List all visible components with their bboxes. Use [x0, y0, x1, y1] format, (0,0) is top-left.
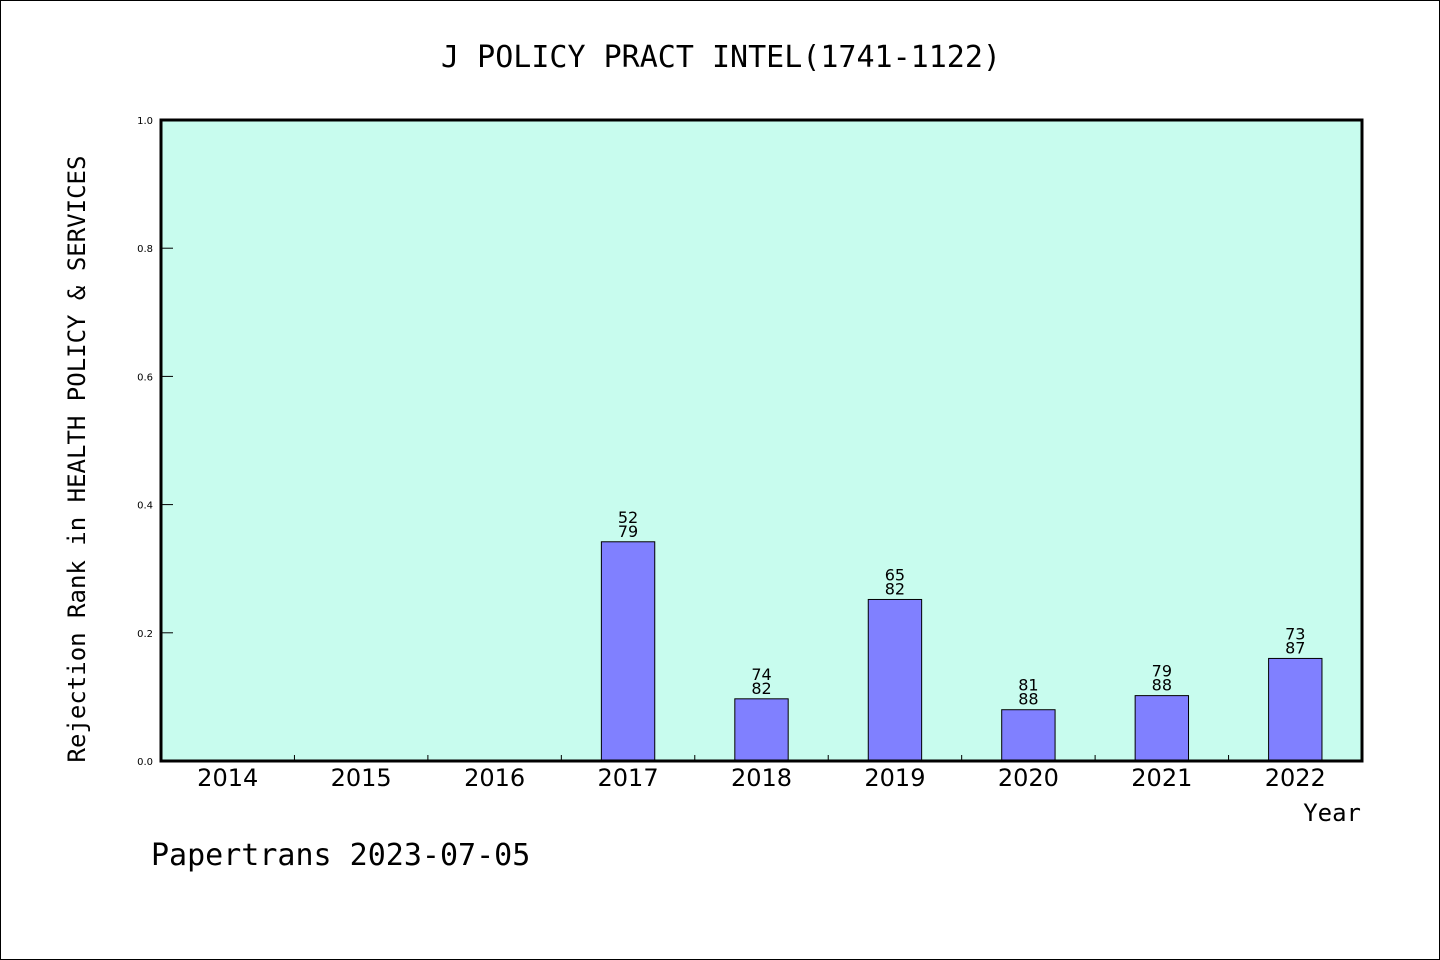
bar-2022 — [1268, 657, 1323, 762]
y-tick-label-0.4: 0.4 — [137, 501, 153, 512]
x-tick-label-2021: 2021 — [1131, 764, 1192, 792]
bar-label-2022-2: 87 — [1285, 638, 1305, 657]
y-tick-label-0.0: 0.0 — [137, 757, 153, 768]
bar-label-2020-2: 88 — [1018, 690, 1038, 709]
plot-frame — [159, 118, 1364, 763]
bar-label-2021-2: 88 — [1152, 676, 1172, 695]
bar-label-2021-1: 79 — [1152, 662, 1172, 681]
bar-label-2017-2: 79 — [618, 522, 638, 541]
plot-area — [161, 120, 1362, 761]
bar-label-2020-1: 81 — [1018, 676, 1038, 695]
x-tick-label-2019: 2019 — [864, 764, 925, 792]
bar-label-2018-2: 82 — [751, 679, 771, 698]
x-axis: 2014 2015 2016 2017 2018 2019 2020 2021 2022 — [197, 755, 1326, 792]
x-tick-label-2015: 2015 — [331, 764, 392, 792]
bar-label-2019-2: 82 — [885, 579, 905, 598]
footer-credit: Papertrans 2023-07-05 — [151, 838, 530, 873]
bar-label-2022-1: 73 — [1285, 624, 1305, 643]
x-tick-label-2018: 2018 — [731, 764, 792, 792]
bar-2019 — [867, 598, 923, 762]
bar-2018 — [734, 698, 789, 762]
y-tick-label-0.8: 0.8 — [137, 244, 153, 255]
bar-label-2017-1: 52 — [618, 508, 638, 527]
x-axis-label: Year — [1303, 799, 1361, 827]
y-tick-label-0.6: 0.6 — [137, 372, 153, 383]
y-tick-label-1.0: 1.0 — [137, 116, 153, 127]
bar-2020 — [1001, 709, 1056, 762]
bar-label-2018-1: 74 — [751, 665, 771, 684]
x-tick-label-2022: 2022 — [1265, 764, 1326, 792]
bar-2017 — [600, 541, 656, 762]
x-tick-label-2016: 2016 — [464, 764, 525, 792]
x-tick-label-2020: 2020 — [998, 764, 1059, 792]
x-tick-label-2017: 2017 — [598, 764, 659, 792]
bars-layer — [600, 541, 1323, 762]
bar-2021 — [1134, 695, 1190, 762]
bar-label-2019-1: 65 — [885, 565, 905, 584]
chart-title: J POLICY PRACT INTEL(1741-1122) — [441, 40, 1001, 75]
y-axis-label: Rejection Rank in HEALTH POLICY & SERVIC… — [63, 156, 91, 763]
y-tick-label-0.2: 0.2 — [137, 629, 153, 640]
x-tick-label-2014: 2014 — [197, 764, 258, 792]
